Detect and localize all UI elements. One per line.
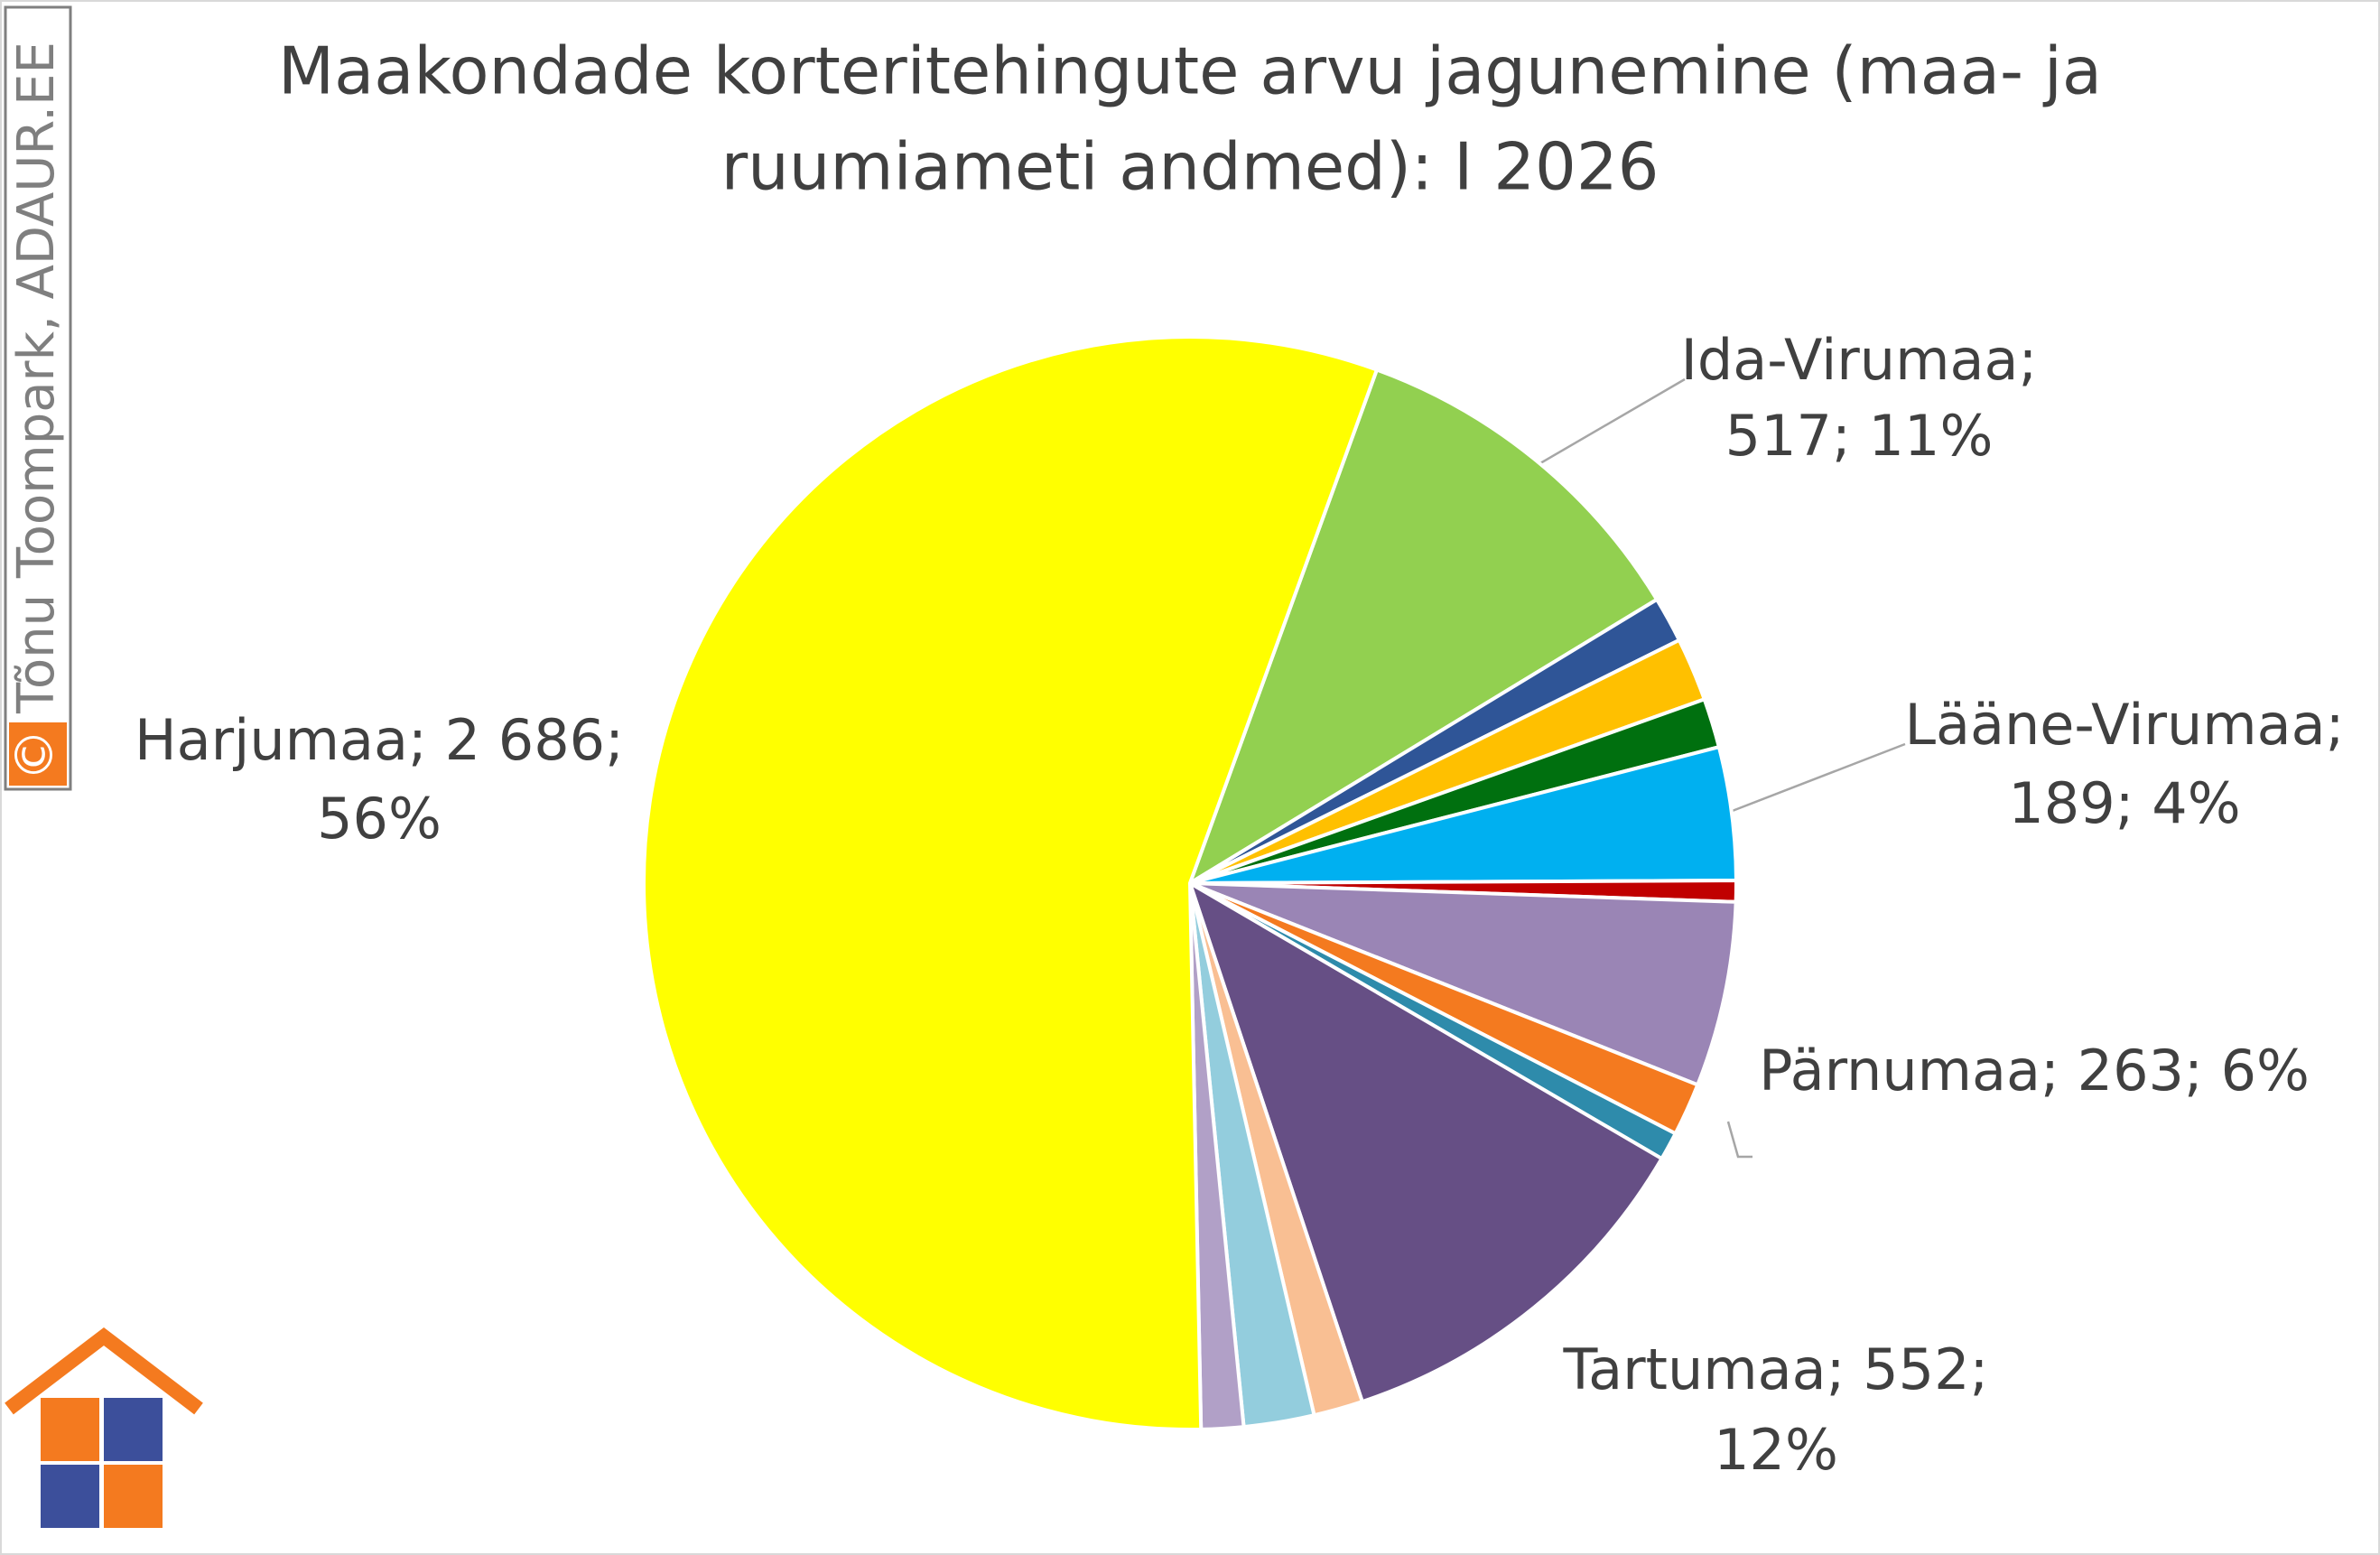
logo-piece [104, 1398, 163, 1461]
watermark-box [4, 5, 72, 791]
logo-piece [104, 1465, 163, 1528]
leader-line [1726, 1121, 1752, 1159]
chart-title: Maakondade korteritehingute arvu jagunem… [278, 33, 2102, 109]
logo-piece [41, 1465, 99, 1528]
leader-line [1539, 377, 1686, 465]
data-label: 517; 11% [1725, 403, 1994, 469]
pie-slice [1186, 879, 1665, 1404]
watermark-symbol-box [9, 722, 67, 786]
watermark: © Tõnu Toompark, ADAUR.EE [4, 5, 72, 791]
data-label: 56% [317, 786, 442, 852]
pie-slice [642, 335, 1380, 1431]
data-label: Ida-Virumaa; [1681, 327, 2038, 393]
leader-line [1729, 742, 1906, 814]
data-label: 12% [1714, 1417, 1838, 1483]
data-label: 189; 4% [2008, 770, 2240, 836]
pie-slice [1186, 367, 1659, 888]
data-label: Harjumaa; 2 686; [135, 707, 624, 773]
watermark-symbol: © [4, 729, 65, 781]
data-label: Lääne-Virumaa; [1904, 692, 2344, 758]
logo-piece [41, 1398, 99, 1461]
watermark-text: Tõnu Toompark, ADAUR.EE [7, 42, 66, 714]
logo [5, 1327, 203, 1528]
data-label: Tartumaa; 552; [1563, 1336, 1989, 1402]
logo-roof [5, 1327, 203, 1415]
leader-lines [1539, 377, 1906, 1159]
chart-title: ruumiameti andmed): I 2026 [721, 129, 1659, 205]
pie-slice [1189, 881, 1738, 1087]
data-label: Pärnumaa; 263; 6% [1759, 1038, 2310, 1103]
